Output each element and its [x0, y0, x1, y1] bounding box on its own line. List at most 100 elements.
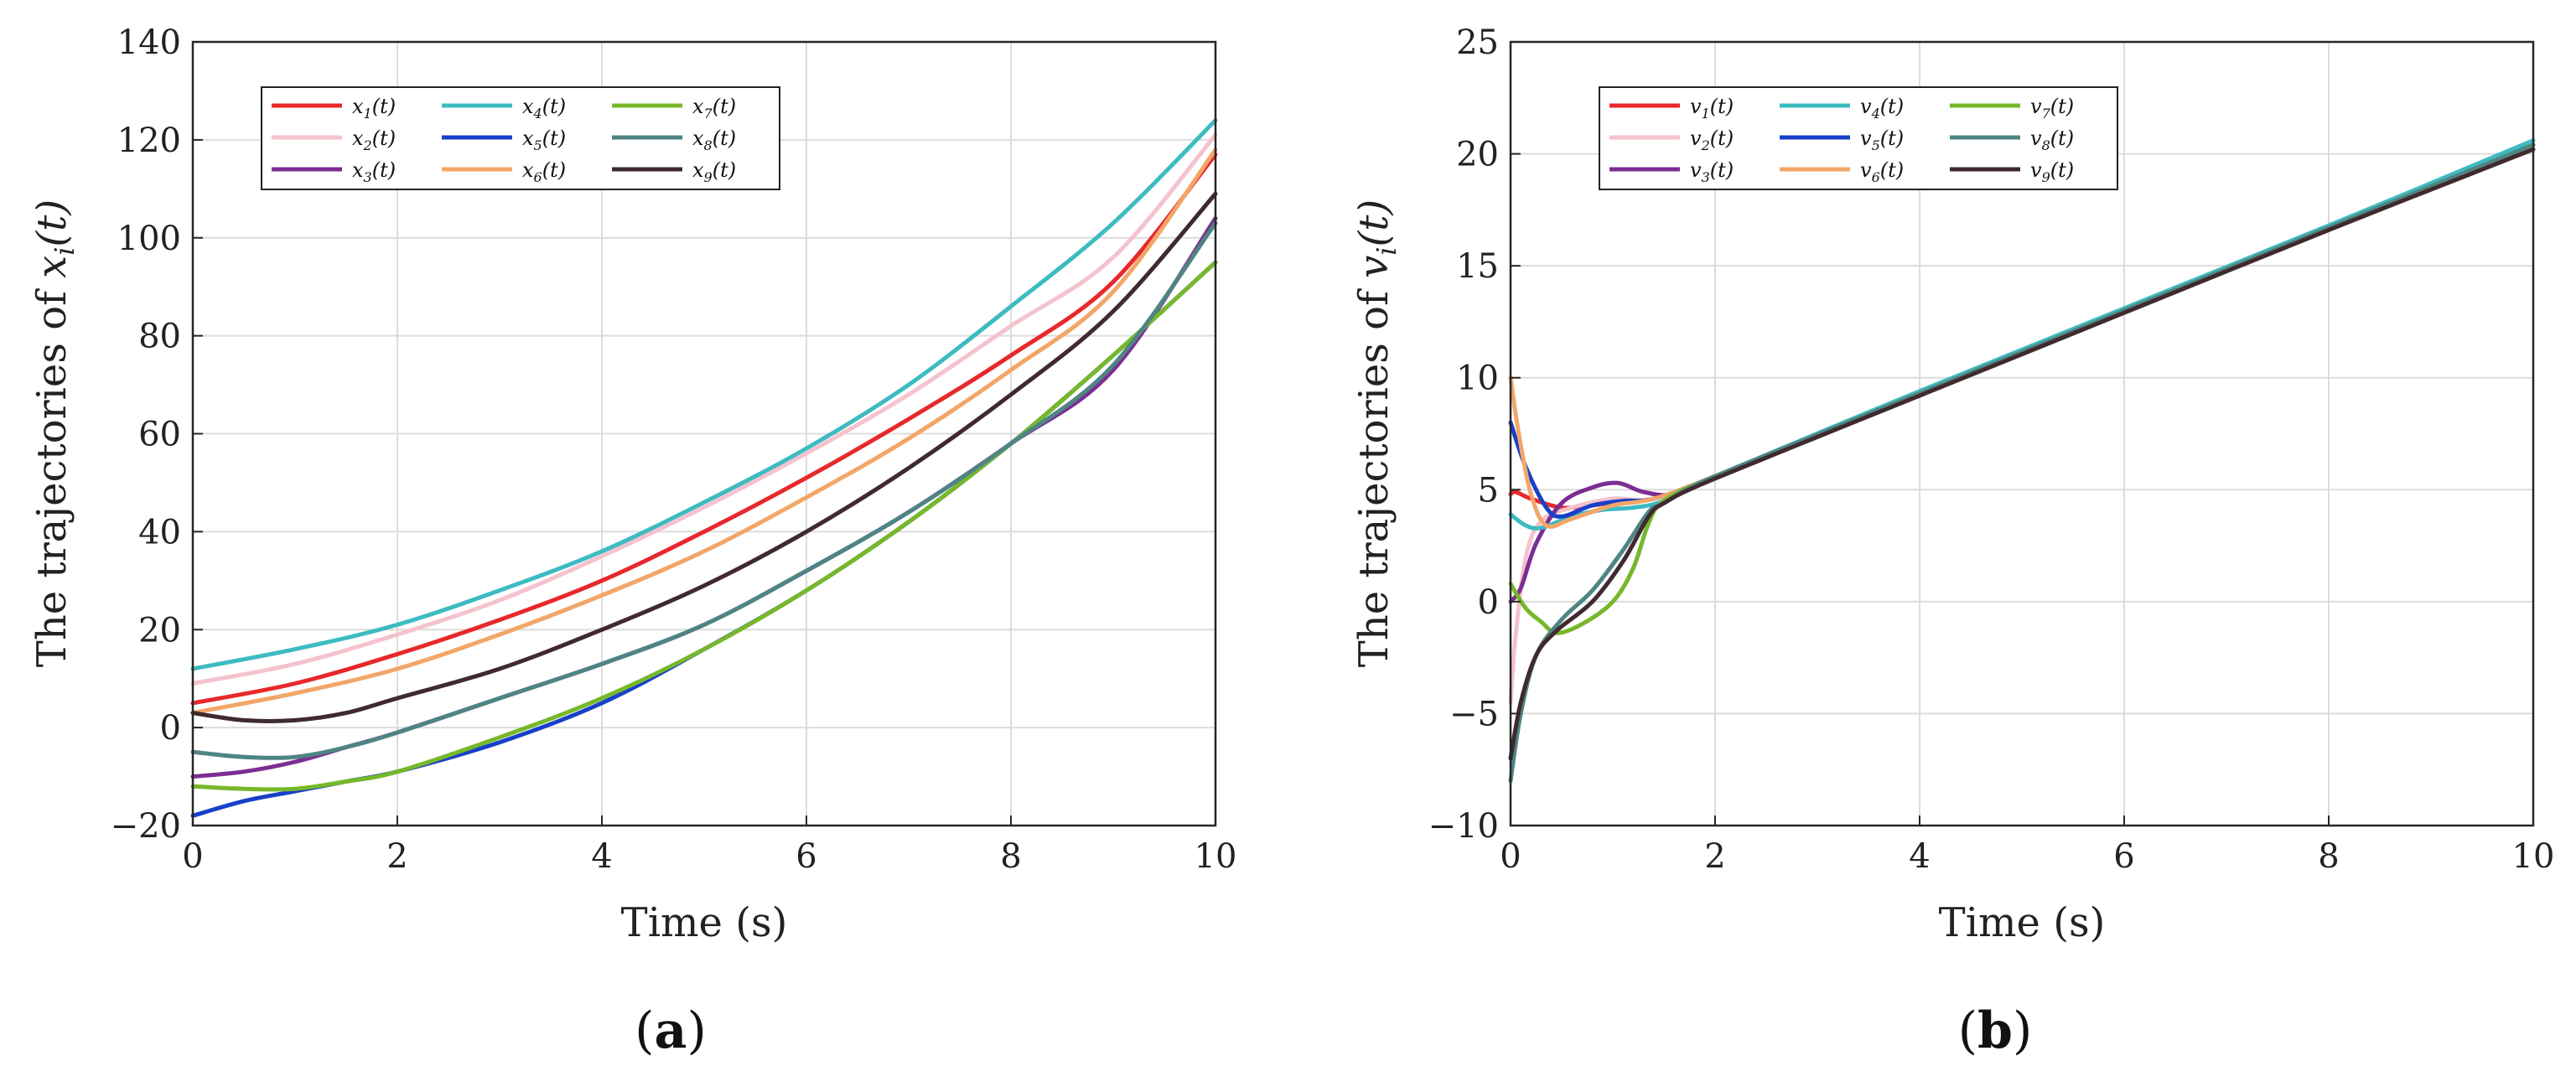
legend-label: v1(t)	[1690, 95, 1734, 122]
legend-label-sub: 6	[1872, 169, 1880, 185]
y-tick-label: 15	[1456, 247, 1499, 286]
legend-label-var: v	[1860, 127, 1872, 150]
legend-label-sub: 9	[2042, 169, 2050, 185]
legend-label-var: v	[1860, 95, 1872, 118]
legend-label-var: x	[692, 95, 704, 118]
series-group-a	[190, 118, 1218, 818]
legend-box-a	[261, 86, 780, 190]
legend-b: v1(t)v2(t)v3(t)v4(t)v5(t)v6(t)v7(t)v8(t)…	[1599, 86, 2118, 190]
legend-label-arg: (t)	[1710, 95, 1734, 118]
legend-label-var: v	[2030, 95, 2042, 118]
y-tick-label: 10	[1456, 360, 1499, 398]
y-axis-label-prefix-b: The trajectories of	[1350, 278, 1397, 667]
x-tick-label: 6	[796, 837, 816, 876]
legend-label-arg: (t)	[1880, 95, 1904, 118]
series-line-x9	[190, 191, 1218, 723]
legend-label-var: v	[2030, 127, 2042, 150]
legend-label-var: v	[1690, 158, 1702, 182]
legend-label-var: v	[1690, 95, 1702, 118]
y-tick-label: 25	[1456, 23, 1499, 62]
legend-label-var: x	[692, 127, 704, 150]
legend-box-b	[1599, 86, 2118, 190]
x-tick-label: 4	[1909, 837, 1930, 876]
legend-label: x5(t)	[522, 127, 566, 153]
legend-a: x1(t)x2(t)x3(t)x4(t)x5(t)x6(t)x7(t)x8(t)…	[261, 86, 780, 190]
legend-label-var: x	[692, 158, 704, 182]
x-tick-label: 4	[591, 837, 612, 876]
y-tick-label: 100	[117, 220, 181, 258]
y-axis-label-b: The trajectories of vi(t)	[1350, 199, 1402, 667]
legend-label-sub: 5	[1872, 137, 1880, 153]
legend-label-var: x	[522, 158, 534, 182]
y-tick-label: 0	[1478, 583, 1499, 622]
x-ticks-b: 0 2 4 6 8 10	[1500, 815, 2554, 876]
legend-entry-x9: x9(t)	[612, 158, 736, 185]
legend-label-arg: (t)	[542, 95, 566, 118]
legend-label-var: x	[352, 158, 364, 182]
legend-label: v5(t)	[1860, 127, 1904, 153]
legend-label-arg: (t)	[1710, 158, 1734, 182]
series-group-b	[1508, 138, 2536, 784]
legend-entry-x1: x1(t)	[272, 95, 396, 122]
x-axis-label-b: Time (s)	[1939, 899, 2106, 946]
caption-letter-a: a	[655, 1002, 687, 1060]
x-tick-label: 8	[1000, 837, 1021, 876]
legend-label-sub: 1	[364, 106, 372, 122]
y-tick-label: 5	[1478, 471, 1499, 510]
legend-label-sub: 8	[2042, 137, 2050, 153]
series-line-x2	[190, 132, 1218, 686]
series-line-v4	[1508, 138, 2536, 531]
series-line-x4	[190, 118, 1218, 671]
y-axis-label-a: The trajectories of xi(t)	[29, 199, 80, 667]
legend-label: x2(t)	[352, 127, 396, 153]
legend-label-arg: (t)	[713, 127, 736, 150]
y-tick-label: −10	[1428, 807, 1499, 846]
caption-close-a: )	[687, 1002, 706, 1060]
caption-open-b: (	[1958, 1002, 1977, 1060]
legend-entry-x6: x6(t)	[442, 158, 566, 185]
series-line-v2	[1508, 142, 2536, 705]
series-line-v7	[1508, 142, 2536, 635]
legend-label-sub: 7	[2042, 106, 2051, 122]
y-tick-label: 20	[138, 611, 181, 650]
x-tick-label: 10	[1195, 837, 1237, 876]
legend-label-sub: 1	[1702, 106, 1710, 122]
caption-open-a: (	[635, 1002, 654, 1060]
legend-label-sub: 2	[363, 137, 372, 153]
legend-label: x4(t)	[522, 95, 566, 122]
series-line-v3	[1508, 142, 2536, 604]
y-tick-label: 80	[138, 318, 181, 356]
legend-label-arg: (t)	[542, 158, 566, 182]
y-tick-label: −5	[1449, 695, 1499, 733]
legend-label-var: x	[522, 95, 534, 118]
legend-entry-v5: v5(t)	[1780, 127, 1904, 153]
legend-entry-x7: x7(t)	[612, 95, 736, 122]
series-line-x5	[190, 260, 1218, 818]
y-axis-label-var-a: x	[29, 256, 75, 278]
x-tick-label: 2	[386, 837, 407, 876]
series-line-x8	[190, 220, 1218, 760]
panel-caption-b: (b)	[1958, 1002, 2033, 1060]
legend-label: v4(t)	[1860, 95, 1904, 122]
legend-label-var: v	[1860, 158, 1872, 182]
y-axis-label-sub-b: i	[1371, 247, 1402, 256]
series-line-x6	[190, 148, 1218, 716]
legend-label-arg: (t)	[2050, 158, 2074, 182]
legend-label: v8(t)	[2030, 127, 2074, 153]
legend-label-sub: 3	[1702, 169, 1710, 185]
legend-label-var: x	[352, 127, 364, 150]
legend-label-arg: (t)	[372, 127, 396, 150]
y-tick-label: 60	[138, 416, 181, 454]
legend-entry-v1: v1(t)	[1609, 95, 1734, 122]
caption-close-b: )	[2013, 1002, 2032, 1060]
legend-label-var: v	[2030, 158, 2042, 182]
legend-label: x7(t)	[692, 95, 736, 122]
legend-entry-x4: x4(t)	[442, 95, 566, 122]
legend-label-arg: (t)	[713, 158, 736, 182]
legend-label: v2(t)	[1690, 127, 1734, 153]
legend-label-arg: (t)	[372, 158, 396, 182]
legend-label-arg: (t)	[542, 127, 566, 150]
legend-label-var: v	[1690, 127, 1702, 150]
